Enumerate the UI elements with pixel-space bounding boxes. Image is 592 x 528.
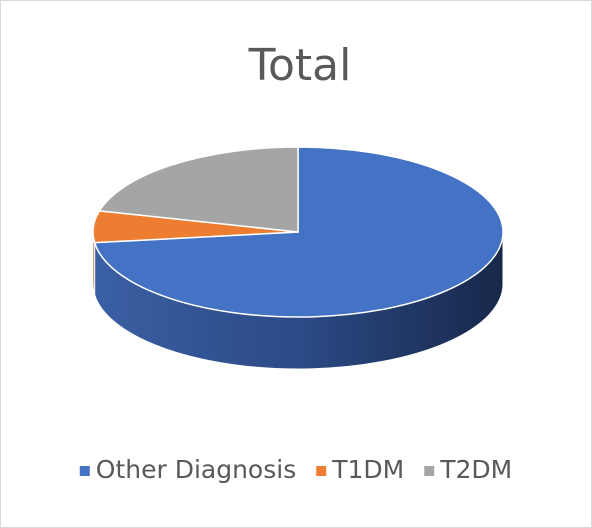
chart-title: Total	[248, 40, 352, 91]
legend-swatch	[424, 466, 435, 476]
legend-label: T2DM	[439, 455, 512, 484]
pie-slice	[93, 146, 504, 318]
legend-swatch	[79, 466, 90, 476]
pie-slice	[98, 146, 299, 233]
legend-swatch	[316, 466, 327, 476]
legend-label: T1DM	[331, 455, 404, 484]
legend-label: Other Diagnosis	[96, 455, 296, 484]
pie	[92, 146, 504, 370]
legend: Other Diagnosis T1DM T2DM	[79, 455, 512, 484]
